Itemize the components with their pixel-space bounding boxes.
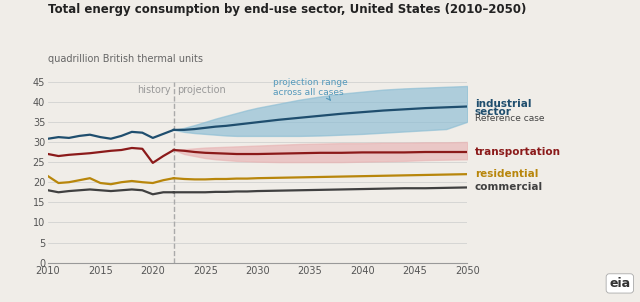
- Text: transportation: transportation: [475, 147, 561, 157]
- Text: projection range
across all cases: projection range across all cases: [273, 78, 348, 100]
- Text: Total energy consumption by end-use sector, United States (2010–2050): Total energy consumption by end-use sect…: [48, 3, 526, 16]
- Text: residential: residential: [475, 169, 538, 179]
- Text: quadrillion British thermal units: quadrillion British thermal units: [48, 54, 203, 64]
- Text: Reference case: Reference case: [475, 114, 545, 123]
- Text: commercial: commercial: [475, 182, 543, 192]
- Text: sector: sector: [475, 107, 512, 117]
- Text: history: history: [137, 85, 171, 95]
- Text: industrial: industrial: [475, 99, 531, 109]
- Text: eia: eia: [609, 277, 630, 290]
- Text: projection: projection: [177, 85, 226, 95]
